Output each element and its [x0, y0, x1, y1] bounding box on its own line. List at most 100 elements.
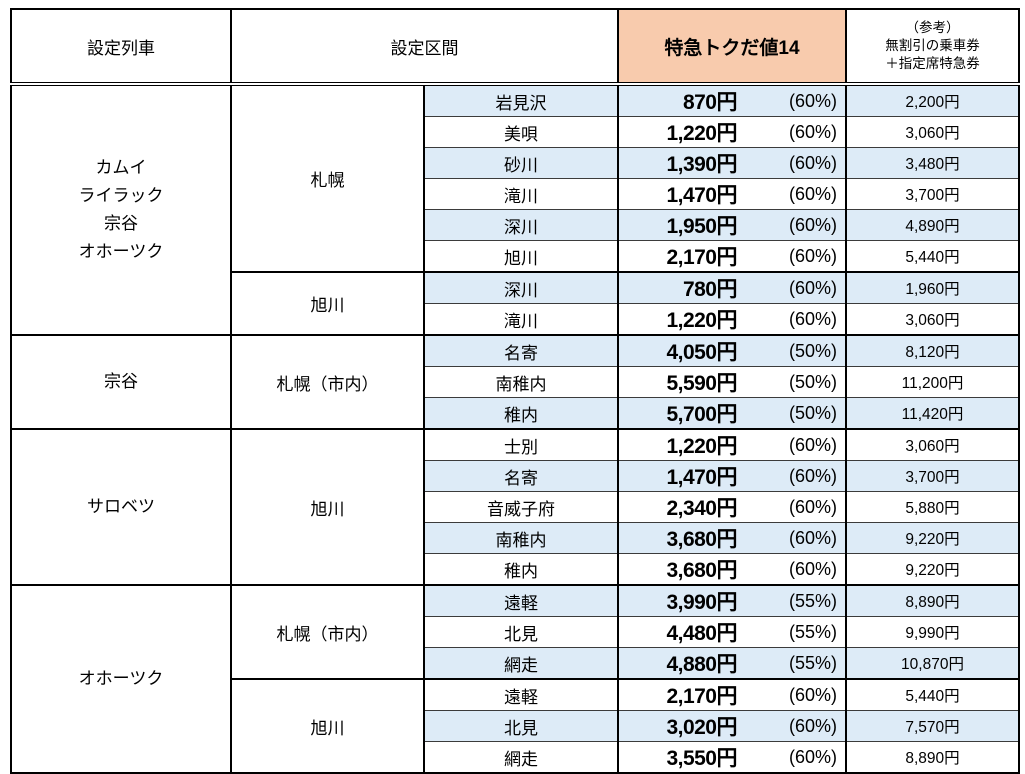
origin-cell: 旭川	[230, 271, 425, 336]
station-cell: 名寄	[423, 334, 619, 367]
discount-rate: (60%)	[788, 684, 837, 705]
discount-rate: (50%)	[788, 402, 837, 423]
table-row: 美唄 1,220円 (60%) 3,060円	[11, 116, 1020, 148]
reference-cell: 11,420円	[845, 397, 1020, 430]
table-row: 北見 4,480円 (55%) 9,990円	[11, 616, 1020, 648]
reference-cell: 3,060円	[845, 116, 1020, 148]
station-cell: 稚内	[423, 397, 619, 430]
fare-cell: 3,680円 (60%)	[617, 522, 847, 554]
discount-rate: (60%)	[788, 746, 837, 767]
reference-cell: 7,570円	[845, 710, 1020, 742]
discount-rate: (55%)	[788, 652, 837, 673]
table-row: 網走 4,880円 (55%) 10,870円	[11, 647, 1020, 680]
reference-header-line: ＋指定席特急券	[885, 55, 980, 71]
station-cell: 北見	[423, 710, 619, 742]
fare-cell: 3,020円 (60%)	[617, 710, 847, 742]
fare-cell: 5,590円 (50%)	[617, 366, 847, 398]
discount-rate: (60%)	[788, 90, 837, 111]
discount-rate: (60%)	[788, 183, 837, 204]
fare-amount: 1,220円	[666, 435, 737, 458]
fare-cell: 1,470円 (60%)	[617, 178, 847, 210]
reference-cell: 8,890円	[845, 741, 1020, 774]
origin-cell: 札幌（市内）	[230, 584, 425, 680]
fare-amount: 870円	[682, 91, 738, 114]
fare-amount: 5,700円	[666, 403, 737, 426]
fare-amount: 3,680円	[666, 528, 737, 551]
train-name-line: オホーツク	[78, 242, 164, 262]
fare-amount: 4,480円	[666, 622, 737, 645]
fare-amount: 3,550円	[666, 747, 737, 770]
station-cell: 岩見沢	[423, 83, 619, 117]
station-cell: 南稚内	[423, 366, 619, 398]
discount-rate: (60%)	[788, 214, 837, 235]
station-cell: 旭川	[423, 240, 619, 273]
reference-cell: 9,990円	[845, 616, 1020, 648]
reference-cell: 8,120円	[845, 334, 1020, 367]
fare-cell: 2,170円 (60%)	[617, 678, 847, 711]
fare-amount: 1,470円	[666, 184, 737, 207]
header-train-column: 設定列車	[10, 8, 232, 86]
fare-amount: 1,220円	[666, 122, 737, 145]
discount-rate: (60%)	[788, 152, 837, 173]
train-name-line: ライラック	[78, 185, 164, 205]
fare-amount: 4,050円	[666, 341, 737, 364]
discount-rate: (60%)	[788, 496, 837, 517]
reference-cell: 3,060円	[845, 303, 1020, 336]
fare-cell: 1,470円 (60%)	[617, 460, 847, 492]
fare-cell: 1,390円 (60%)	[617, 147, 847, 179]
header-section-column: 設定区間	[230, 8, 619, 86]
station-cell: 南稚内	[423, 522, 619, 554]
discount-rate: (60%)	[788, 558, 837, 579]
table-row: 音威子府 2,340円 (60%) 5,880円	[11, 491, 1020, 523]
origin-cell: 札幌	[230, 83, 425, 273]
train-name-line: 宗谷	[104, 371, 138, 391]
fare-cell: 4,880円 (55%)	[617, 647, 847, 680]
discount-rate: (60%)	[788, 434, 837, 455]
reference-cell: 3,700円	[845, 460, 1020, 492]
reference-cell: 5,880円	[845, 491, 1020, 523]
fare-cell: 3,550円 (60%)	[617, 741, 847, 774]
train-name-cell: サロベツ	[10, 428, 232, 586]
reference-header-line: （参考）	[905, 20, 960, 36]
discount-rate: (60%)	[788, 121, 837, 142]
station-cell: 深川	[423, 209, 619, 241]
table-header-row: 設定列車 設定区間 特急トクだ値14 （参考） 無割引の乗車券 ＋指定席特急券	[10, 8, 1020, 86]
discount-rate: (55%)	[788, 590, 837, 611]
reference-cell: 11,200円	[845, 366, 1020, 398]
fare-amount: 1,950円	[666, 215, 737, 238]
station-cell: 滝川	[423, 178, 619, 210]
discount-rate: (60%)	[788, 277, 837, 298]
train-name-cell: カムイ ライラック 宗谷 オホーツク	[10, 83, 232, 336]
reference-cell: 9,220円	[845, 553, 1020, 586]
table-row: 旭川 深川 780円 (60%) 1,960円	[11, 271, 1020, 336]
station-cell: 遠軽	[423, 678, 619, 711]
reference-cell: 3,700円	[845, 178, 1020, 210]
discount-rate: (60%)	[788, 308, 837, 329]
train-name-cell: 宗谷	[10, 334, 232, 430]
train-name-line: サロベツ	[87, 496, 155, 516]
fare-amount: 3,990円	[666, 591, 737, 614]
origin-cell: 札幌（市内）	[230, 334, 425, 430]
fare-cell: 4,480円 (55%)	[617, 616, 847, 648]
fare-cell: 3,990円 (55%)	[617, 584, 847, 617]
station-cell: 北見	[423, 616, 619, 648]
fare-cell: 1,220円 (60%)	[617, 116, 847, 148]
station-cell: 網走	[423, 741, 619, 774]
fare-amount: 780円	[682, 278, 738, 301]
reference-cell: 3,480円	[845, 147, 1020, 179]
origin-cell: 旭川	[230, 678, 425, 774]
station-cell: 音威子府	[423, 491, 619, 523]
reference-header-line: 無割引の乗車券	[885, 38, 980, 54]
page: 設定列車 設定区間 特急トクだ値14 （参考） 無割引の乗車券 ＋指定席特急券 …	[10, 8, 1020, 774]
reference-cell: 8,890円	[845, 584, 1020, 617]
fare-cell: 2,340円 (60%)	[617, 491, 847, 523]
reference-cell: 3,060円	[845, 428, 1020, 461]
reference-cell: 1,960円	[845, 271, 1020, 304]
table-row: カムイ ライラック 宗谷 オホーツク 札幌 岩見沢 870円 (60%) 2,200円	[10, 83, 1020, 336]
table-row: 宗谷 札幌（市内） 名寄 4,050円 (50%) 8,120円	[10, 334, 1020, 430]
train-name-cell: オホーツク	[10, 584, 232, 774]
station-cell: 網走	[423, 647, 619, 680]
fare-cell: 4,050円 (50%)	[617, 334, 847, 367]
table-row: 深川 1,950円 (60%) 4,890円	[11, 209, 1020, 241]
reference-cell: 9,220円	[845, 522, 1020, 554]
